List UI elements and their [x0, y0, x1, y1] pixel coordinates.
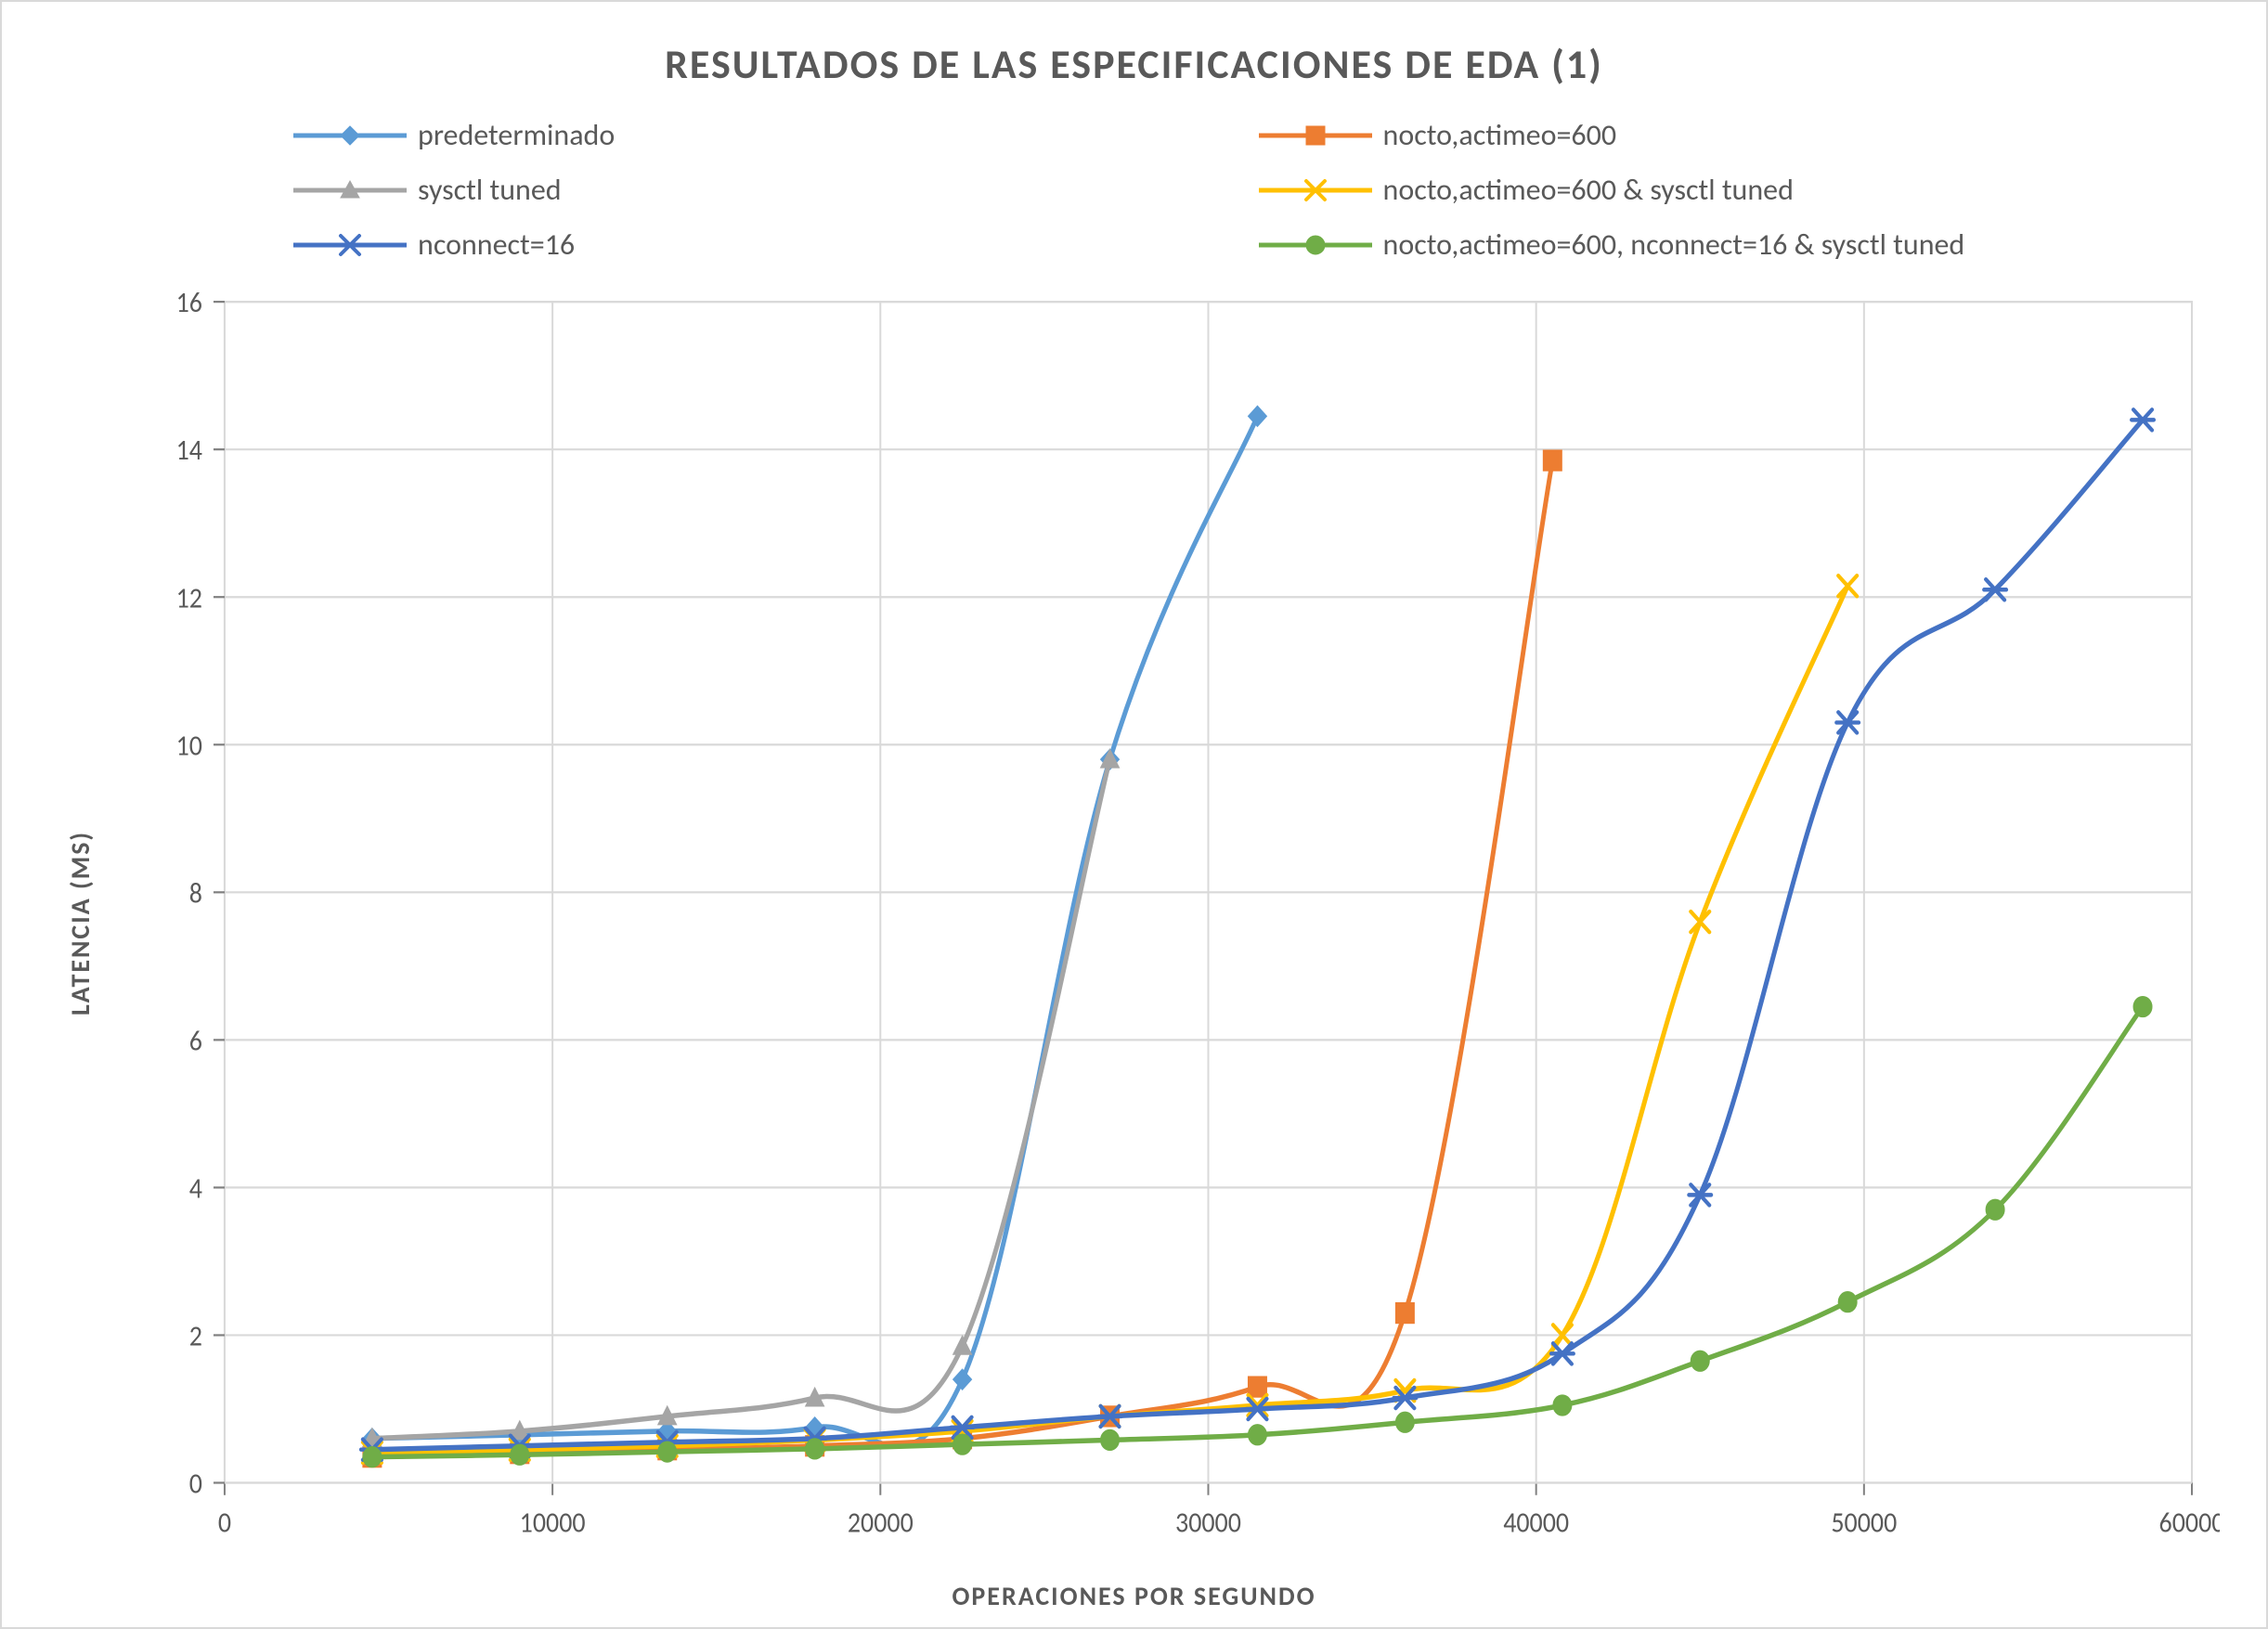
legend-swatch-all_tuned [1255, 228, 1376, 262]
legend-swatch-sysctl [290, 174, 410, 207]
x-axis-label: OPERACIONES POR SEGUNDO [48, 1580, 2220, 1612]
svg-text:8: 8 [189, 875, 202, 911]
legend-item-nocto_actimeo: nocto,actimeo=600 [1255, 117, 2165, 153]
legend-swatch-nocto_sysctl [1255, 174, 1376, 207]
legend-swatch-predeterminado [290, 119, 410, 152]
legend-swatch-nocto_actimeo [1255, 119, 1376, 152]
legend-label-all_tuned: nocto,actimeo=600, nconnect=16 & sysctl … [1383, 226, 1965, 263]
svg-text:14: 14 [176, 433, 202, 468]
legend-item-sysctl: sysctl tuned [290, 172, 1199, 208]
legend-item-nocto_sysctl: nocto,actimeo=600 & sysctl tuned [1255, 172, 2165, 208]
legend: predeterminado nocto,actimeo=600 sysctl tu… [48, 89, 2220, 281]
svg-text:30000: 30000 [1175, 1505, 1241, 1540]
svg-text:0: 0 [218, 1505, 231, 1540]
legend-label-nconnect: nconnect=16 [418, 226, 575, 263]
chart-frame: RESULTADOS DE LAS ESPECIFICACIONES DE ED… [0, 0, 2268, 1629]
y-axis-label-wrap: LATENCIA (MS) [48, 281, 113, 1565]
legend-swatch-nconnect [290, 228, 410, 262]
legend-label-nocto_actimeo: nocto,actimeo=600 [1383, 117, 1617, 153]
chart-title: RESULTADOS DE LAS ESPECIFICACIONES DE ED… [48, 39, 2220, 89]
legend-item-nconnect: nconnect=16 [290, 226, 1199, 263]
plot-svg: 0 10000 20000 30000 40000 50000 60000 0 2 4 6 8 10 12… [113, 281, 2220, 1565]
legend-item-predeterminado: predeterminado [290, 117, 1199, 153]
svg-text:40000: 40000 [1503, 1505, 1569, 1540]
svg-text:12: 12 [176, 580, 202, 615]
svg-text:6: 6 [189, 1023, 202, 1058]
chart-body: LATENCIA (MS) 0 10000 20000 30000 40000 50000… [48, 281, 2220, 1618]
svg-text:60000: 60000 [2159, 1505, 2220, 1540]
y-axis-label: LATENCIA (MS) [65, 831, 97, 1015]
svg-text:4: 4 [189, 1170, 202, 1206]
legend-label-predeterminado: predeterminado [418, 117, 615, 153]
legend-label-nocto_sysctl: nocto,actimeo=600 & sysctl tuned [1383, 172, 1794, 208]
legend-label-sysctl: sysctl tuned [418, 172, 562, 208]
svg-text:50000: 50000 [1831, 1505, 1897, 1540]
svg-text:16: 16 [176, 285, 202, 320]
svg-text:20000: 20000 [848, 1505, 914, 1540]
svg-text:10: 10 [176, 728, 202, 763]
svg-text:10000: 10000 [520, 1505, 586, 1540]
svg-text:0: 0 [189, 1466, 202, 1501]
legend-item-all_tuned: nocto,actimeo=600, nconnect=16 & sysctl … [1255, 226, 2165, 263]
svg-text:2: 2 [189, 1318, 202, 1353]
plot-area: 0 10000 20000 30000 40000 50000 60000 0 2 4 6 8 10 12… [113, 281, 2220, 1565]
